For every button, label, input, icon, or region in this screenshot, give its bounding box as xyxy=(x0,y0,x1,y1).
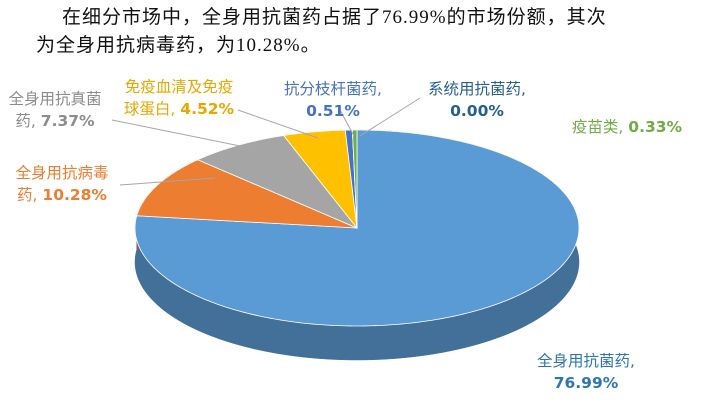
label-category: 全身用抗真菌药 xyxy=(8,90,102,130)
label-category: 免疫血清及免疫球蛋白 xyxy=(123,78,234,118)
data-label: 系统用抗菌药, 0.00% xyxy=(412,78,542,122)
title-line: 在细分市场中，全身用抗菌药占据了76.99%的市场份额，其次 xyxy=(62,7,607,28)
leader-line xyxy=(339,109,355,137)
label-category: 全身用抗病毒药 xyxy=(15,164,109,204)
slice xyxy=(351,129,358,229)
label-separator: , xyxy=(30,112,36,130)
label-separator: , xyxy=(170,100,176,118)
data-label: 抗分枝杆菌药, 0.51% xyxy=(268,78,398,122)
slice xyxy=(282,129,358,230)
leader-line xyxy=(119,177,216,186)
label-value: 4.52% xyxy=(180,100,235,118)
label-value: 0.00% xyxy=(450,102,504,120)
leader-lines xyxy=(111,97,421,186)
data-label: 全身用抗真菌药, 7.37% xyxy=(6,88,104,132)
slice xyxy=(136,159,358,229)
label-separator: , xyxy=(618,118,624,136)
label-category: 全身用抗菌药 xyxy=(537,352,631,370)
data-label: 全身用抗菌药, 76.99% xyxy=(522,350,650,394)
leader-line xyxy=(359,97,421,137)
title-line: 为全身用抗病毒药，为10.28%。 xyxy=(36,35,321,56)
label-category: 系统用抗菌药 xyxy=(428,80,522,98)
data-label: 免疫血清及免疫球蛋白, 4.52% xyxy=(118,76,240,120)
data-label: 全身用抗病毒药, 10.28% xyxy=(6,162,118,206)
slice-tops xyxy=(134,129,580,327)
leader-line xyxy=(237,109,319,139)
label-separator: , xyxy=(521,80,526,98)
leader-line xyxy=(111,119,261,151)
label-value: 10.28% xyxy=(42,186,107,204)
label-category: 抗分枝杆菌药 xyxy=(284,80,378,98)
label-value: 7.37% xyxy=(40,112,95,130)
label-value: 0.33% xyxy=(628,118,683,136)
label-value: 76.99% xyxy=(553,374,619,392)
label-separator: , xyxy=(32,186,38,204)
label-separator: , xyxy=(377,80,382,98)
chart-title: 在细分市场中，全身用抗菌药占据了76.99%的市场份额，其次 为全身用抗病毒药，… xyxy=(36,4,716,60)
label-value: 0.51% xyxy=(306,102,360,120)
label-separator: , xyxy=(630,352,635,370)
data-label: 疫苗类, 0.33% xyxy=(552,116,702,138)
label-category: 疫苗类 xyxy=(571,118,619,136)
